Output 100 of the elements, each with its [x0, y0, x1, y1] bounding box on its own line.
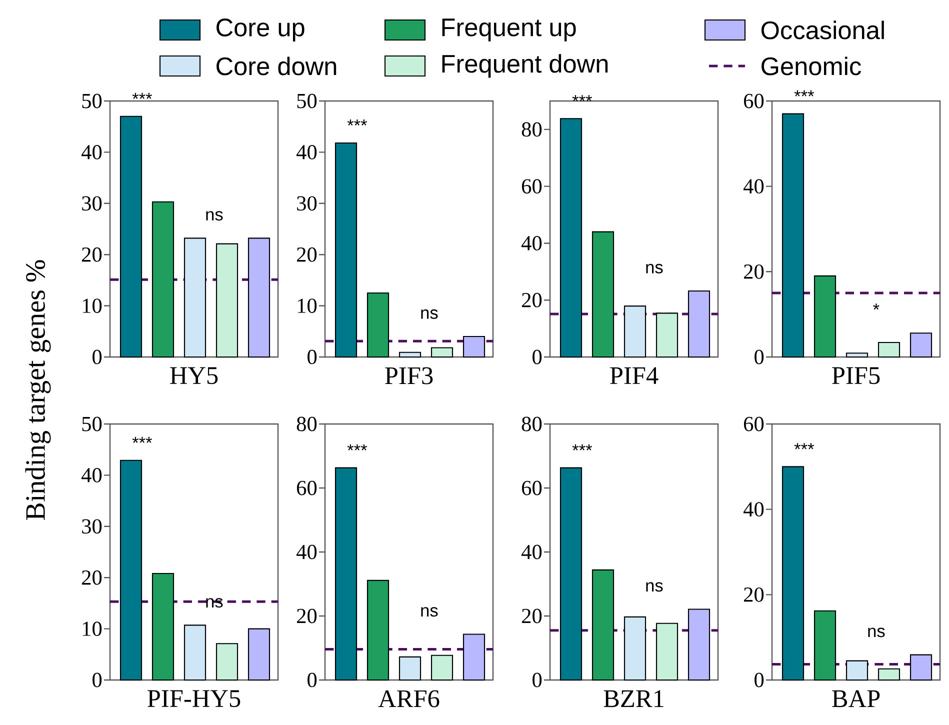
y-tick-label: 50 [82, 416, 102, 432]
legend-label: Core down [216, 56, 336, 76]
bar [878, 342, 900, 358]
bar [398, 656, 422, 681]
y-tick-label: 60 [522, 179, 542, 194]
y-tick-label: 60 [744, 416, 764, 432]
y-axis-title: Binding target genes % [25, 260, 51, 520]
y-tick-label: 40 [296, 145, 317, 160]
y-tick-label: 60 [522, 480, 542, 496]
x-axis-title: PIF3 [385, 367, 433, 384]
y-tick-label: 80 [522, 122, 542, 137]
y-tick-label: 40 [296, 544, 317, 560]
annotation: ns [646, 264, 663, 274]
x-axis-title: HY5 [170, 367, 218, 384]
bar [910, 654, 932, 681]
y-tick-label: 0 [308, 672, 317, 688]
y-tick-label: 10 [298, 298, 317, 313]
x-axis-title: PIF-HY5 [148, 690, 240, 708]
bar [366, 580, 390, 681]
y-tick-label: 0 [92, 672, 102, 688]
y-tick-label: 80 [296, 416, 317, 432]
x-axis-title: PIF5 [832, 367, 880, 384]
bar [878, 668, 900, 681]
y-tick-label: 0 [92, 350, 102, 364]
bar [248, 628, 270, 681]
bar [120, 116, 142, 358]
bar [592, 231, 614, 358]
x-axis-title: BZR1 [604, 690, 664, 708]
bar [152, 201, 174, 358]
bar [846, 352, 868, 358]
annotation: *** [347, 444, 368, 450]
bar [782, 466, 804, 681]
bar [216, 643, 238, 681]
legend-label: Genomic [762, 56, 861, 76]
y-tick-label: 80 [522, 416, 542, 432]
y-tick-label: 40 [81, 468, 102, 482]
y-tick-label: 0 [754, 672, 764, 688]
bar [430, 347, 454, 358]
bar [814, 610, 836, 681]
annotation: *** [347, 119, 368, 126]
bar [216, 243, 238, 358]
legend-label: Frequent up [442, 18, 576, 42]
y-tick-label: 20 [522, 292, 542, 308]
x-axis-title: PIF4 [610, 367, 658, 384]
bar [656, 622, 678, 681]
legend-label: Occasional [761, 20, 884, 40]
y-tick-label: 20 [744, 587, 764, 602]
y-tick-label: 0 [532, 350, 542, 364]
bar [688, 608, 710, 681]
annotation: ns [206, 211, 223, 221]
annotation: ns [421, 309, 438, 319]
y-tick-label: 60 [296, 480, 317, 496]
bar [152, 572, 174, 681]
bar [560, 467, 582, 681]
y-tick-label: 20 [522, 608, 542, 624]
legend-label: Core up [216, 18, 304, 42]
y-tick-label: 50 [82, 94, 102, 108]
annotation: ns [868, 628, 885, 638]
bar [814, 275, 836, 358]
annotation: *** [132, 436, 152, 443]
bar [656, 312, 678, 358]
bar [462, 634, 486, 681]
annotation: *** [572, 95, 592, 102]
y-tick-label: 20 [297, 608, 317, 624]
bar [184, 624, 206, 681]
annotation: *** [794, 443, 814, 450]
bar [366, 292, 390, 358]
y-tick-label: 10 [82, 298, 102, 313]
y-tick-label: 40 [521, 236, 542, 250]
bar [430, 654, 454, 681]
y-tick-label: 30 [82, 196, 102, 211]
y-tick-label: 40 [521, 544, 542, 560]
legend-label: Frequent down [442, 54, 608, 78]
annotation: ns [421, 607, 438, 617]
bar [688, 290, 710, 358]
bar [624, 306, 646, 358]
y-tick-label: 30 [297, 196, 317, 211]
y-tick-label: 0 [532, 672, 542, 688]
bar [334, 467, 358, 681]
bar [592, 569, 614, 681]
bar [782, 113, 804, 358]
y-tick-label: 10 [82, 622, 102, 636]
bar [624, 616, 646, 681]
annotation: ns [206, 598, 223, 608]
bar [846, 660, 868, 681]
bar [462, 336, 486, 358]
annotation: *** [572, 444, 592, 450]
y-tick-label: 40 [81, 145, 102, 160]
y-tick-label: 40 [743, 502, 764, 517]
y-tick-label: 20 [297, 247, 317, 262]
bar [184, 238, 206, 358]
bar [910, 332, 932, 358]
y-tick-label: 30 [82, 519, 102, 534]
y-tick-label: 20 [744, 264, 764, 279]
x-axis-title: ARF6 [378, 690, 440, 708]
x-axis-title: BAP [832, 690, 880, 708]
bar [560, 118, 582, 358]
y-tick-label: 20 [82, 247, 102, 262]
text: *** [132, 92, 152, 99]
y-tick-label: 50 [297, 94, 317, 108]
